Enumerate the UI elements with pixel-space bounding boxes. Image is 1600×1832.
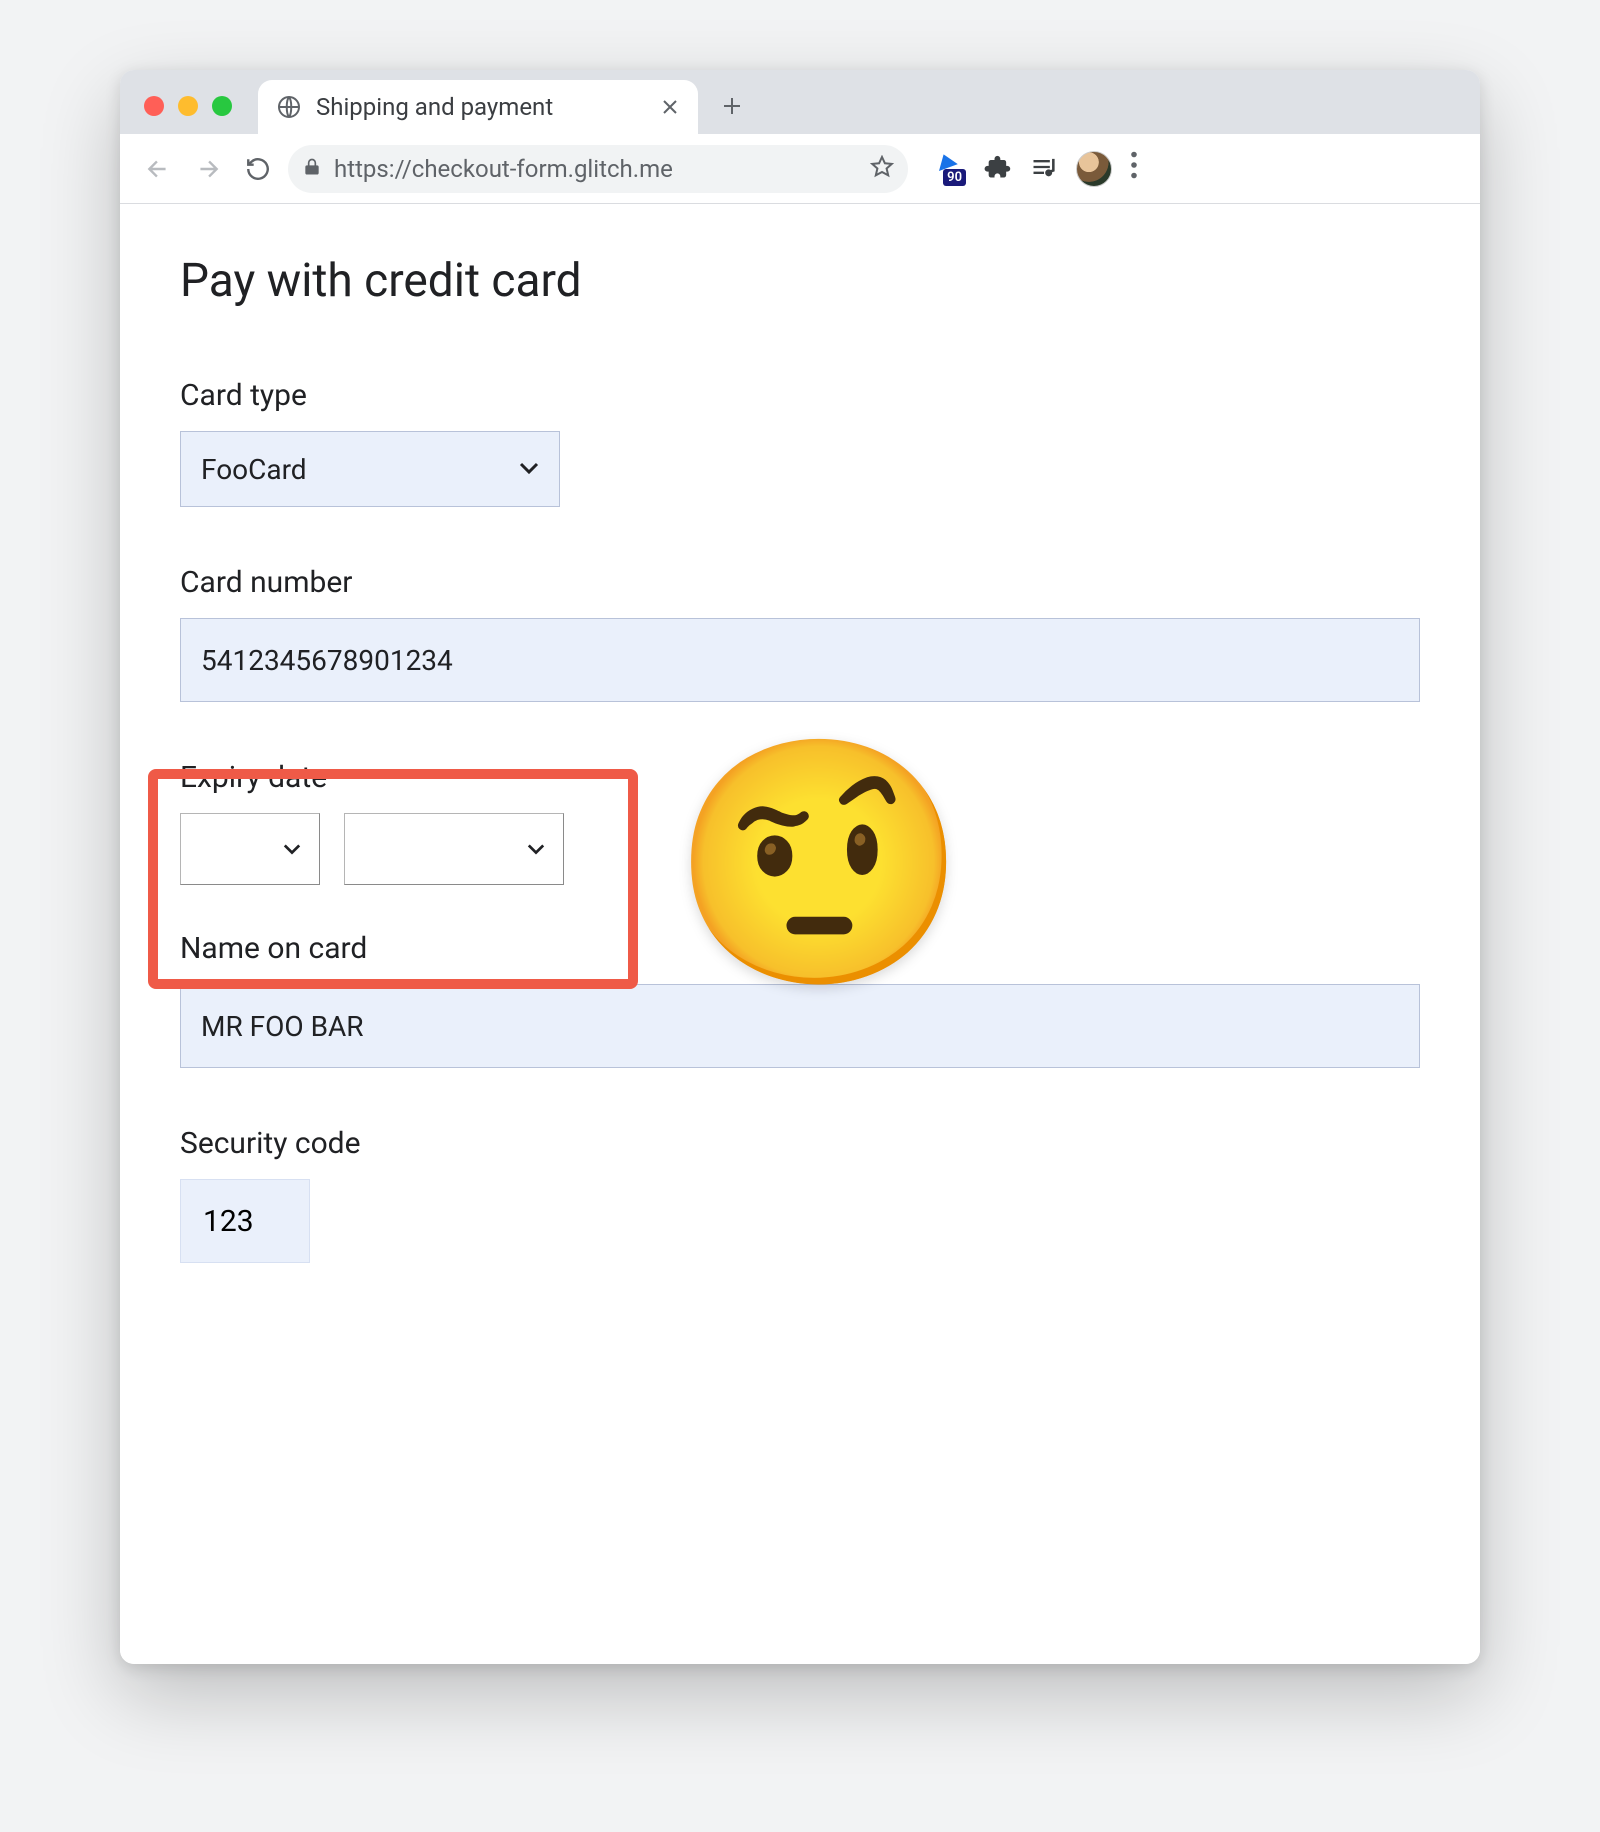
expiry-year-select[interactable] — [344, 813, 564, 885]
browser-tab[interactable]: Shipping and payment — [258, 80, 698, 134]
card-type-label: Card type — [180, 378, 1420, 413]
security-code-label: Security code — [180, 1126, 1420, 1161]
card-number-field: Card number 5412345678901234 — [180, 565, 1420, 702]
media-control-icon[interactable] — [1030, 153, 1058, 185]
forward-button[interactable] — [188, 149, 228, 189]
card-number-label: Card number — [180, 565, 1420, 600]
profile-avatar[interactable] — [1076, 151, 1112, 187]
name-on-card-value: MR FOO BAR — [201, 1010, 364, 1043]
reload-button[interactable] — [238, 149, 278, 189]
page-content: Pay with credit card Card type FooCard C… — [120, 204, 1480, 1664]
card-number-input[interactable]: 5412345678901234 — [180, 618, 1420, 702]
lock-icon — [302, 157, 322, 181]
tab-title: Shipping and payment — [316, 93, 553, 121]
address-bar[interactable]: https://checkout-form.glitch.me — [288, 145, 908, 193]
bookmark-star-icon[interactable] — [870, 155, 894, 183]
lighthouse-extension-icon[interactable]: 90 — [932, 152, 966, 186]
annotation-emoji: 🤨 — [670, 744, 969, 984]
card-type-field: Card type FooCard — [180, 378, 1420, 507]
security-code-input[interactable]: 123 — [180, 1179, 310, 1263]
card-type-value: FooCard — [201, 453, 307, 486]
page-title: Pay with credit card — [180, 254, 1420, 308]
browser-toolbar: https://checkout-form.glitch.me 90 — [120, 134, 1480, 204]
security-code-field: Security code 123 — [180, 1126, 1420, 1263]
expiry-month-select[interactable] — [180, 813, 320, 885]
zoom-window-button[interactable] — [212, 96, 232, 116]
browser-window: Shipping and payment — [120, 70, 1480, 1664]
card-number-value: 5412345678901234 — [201, 644, 453, 677]
back-button[interactable] — [138, 149, 178, 189]
globe-icon — [276, 94, 302, 120]
minimize-window-button[interactable] — [178, 96, 198, 116]
card-type-select[interactable]: FooCard — [180, 431, 560, 507]
toolbar-right: 90 — [932, 151, 1138, 187]
chevron-down-icon — [519, 459, 539, 480]
close-tab-button[interactable] — [656, 93, 684, 121]
tab-strip: Shipping and payment — [120, 70, 1480, 134]
security-code-value: 123 — [203, 1204, 254, 1239]
window-controls — [120, 96, 252, 134]
close-window-button[interactable] — [144, 96, 164, 116]
extensions-icon[interactable] — [984, 153, 1012, 185]
lighthouse-score-badge: 90 — [943, 169, 966, 186]
new-tab-button[interactable] — [710, 84, 754, 128]
url-text: https://checkout-form.glitch.me — [334, 155, 673, 183]
chrome-menu-button[interactable] — [1130, 151, 1138, 186]
chevron-down-icon — [283, 839, 301, 860]
chevron-down-icon — [527, 839, 545, 860]
